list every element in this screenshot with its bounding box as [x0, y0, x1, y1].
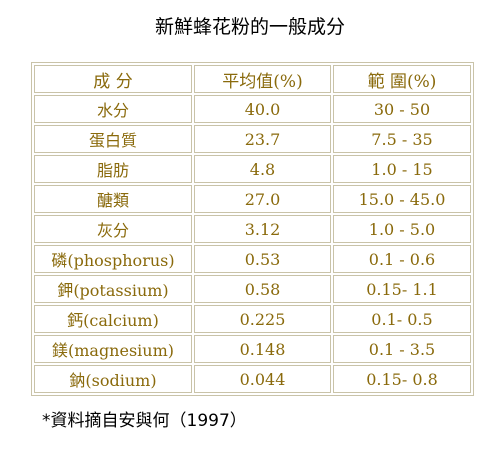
table-row: 磷(phosphorus) 0.53 0.1 - 0.6: [34, 245, 471, 273]
cell-range: 1.0 - 15: [333, 155, 471, 183]
cell-component: 鉀(potassium): [34, 275, 192, 303]
table-row: 水分 40.0 30 - 50: [34, 95, 471, 123]
cell-average: 0.044: [194, 365, 331, 393]
header-average: 平均值(%): [194, 65, 331, 93]
cell-component: 鎂(magnesium): [34, 335, 192, 363]
cell-average: 27.0: [194, 185, 331, 213]
header-component: 成 分: [34, 65, 192, 93]
cell-range: 7.5 - 35: [333, 125, 471, 153]
cell-average: 0.225: [194, 305, 331, 333]
table-row: 醣類 27.0 15.0 - 45.0: [34, 185, 471, 213]
composition-table: 成 分 平均值(%) 範 圍(%) 水分 40.0 30 - 50 蛋白質 23.7 7.…: [31, 62, 474, 396]
cell-component: 鈣(calcium): [34, 305, 192, 333]
table-row: 脂肪 4.8 1.0 - 15: [34, 155, 471, 183]
cell-component: 醣類: [34, 185, 192, 213]
cell-average: 4.8: [194, 155, 331, 183]
table-row: 灰分 3.12 1.0 - 5.0: [34, 215, 471, 243]
page-title: 新鮮蜂花粉的一般成分: [154, 16, 345, 38]
cell-average: 40.0: [194, 95, 331, 123]
cell-range: 1.0 - 5.0: [333, 215, 471, 243]
table-row: 鉀(potassium) 0.58 0.15- 1.1: [34, 275, 471, 303]
cell-average: 3.12: [194, 215, 331, 243]
composition-table-body: 成 分 平均值(%) 範 圍(%) 水分 40.0 30 - 50 蛋白質 23.7 7.…: [34, 65, 471, 393]
cell-range: 0.1 - 0.6: [333, 245, 471, 273]
table-row: 鈣(calcium) 0.225 0.1- 0.5: [34, 305, 471, 333]
source-footnote: *資料摘自安與何（1997）: [42, 411, 247, 431]
cell-component: 水分: [34, 95, 192, 123]
header-range: 範 圍(%): [333, 65, 471, 93]
table-header-row: 成 分 平均值(%) 範 圍(%): [34, 65, 471, 93]
table-row: 蛋白質 23.7 7.5 - 35: [34, 125, 471, 153]
cell-range: 0.15- 0.8: [333, 365, 471, 393]
cell-average: 0.148: [194, 335, 331, 363]
cell-average: 0.53: [194, 245, 331, 273]
cell-average: 0.58: [194, 275, 331, 303]
table-row: 鈉(sodium) 0.044 0.15- 0.8: [34, 365, 471, 393]
cell-component: 磷(phosphorus): [34, 245, 192, 273]
cell-component: 鈉(sodium): [34, 365, 192, 393]
cell-average: 23.7: [194, 125, 331, 153]
cell-range: 15.0 - 45.0: [333, 185, 471, 213]
cell-range: 30 - 50: [333, 95, 471, 123]
table-row: 鎂(magnesium) 0.148 0.1 - 3.5: [34, 335, 471, 363]
cell-range: 0.1 - 3.5: [333, 335, 471, 363]
cell-component: 蛋白質: [34, 125, 192, 153]
cell-range: 0.1- 0.5: [333, 305, 471, 333]
cell-component: 灰分: [34, 215, 192, 243]
cell-component: 脂肪: [34, 155, 192, 183]
cell-range: 0.15- 1.1: [333, 275, 471, 303]
